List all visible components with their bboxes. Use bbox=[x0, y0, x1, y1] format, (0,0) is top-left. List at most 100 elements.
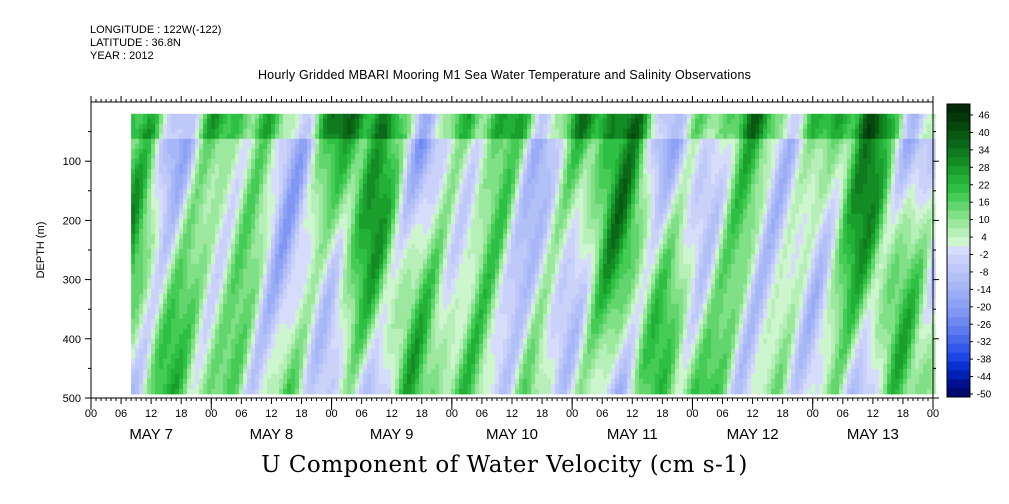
heatmap-cell bbox=[463, 228, 468, 235]
heatmap-cell bbox=[391, 288, 396, 295]
heatmap-cell bbox=[303, 183, 308, 190]
heatmap-cell bbox=[379, 148, 384, 155]
heatmap-cell bbox=[351, 283, 356, 290]
heatmap-cell bbox=[267, 123, 272, 130]
heatmap-cell bbox=[439, 208, 444, 215]
heatmap-cell bbox=[367, 308, 372, 315]
heatmap-cell bbox=[255, 203, 260, 210]
heatmap-cell bbox=[371, 383, 376, 390]
heatmap-cell bbox=[255, 313, 260, 320]
heatmap-cell bbox=[259, 113, 264, 120]
heatmap-cell bbox=[135, 328, 140, 335]
heatmap-cell bbox=[163, 368, 168, 375]
heatmap-cell bbox=[167, 248, 172, 255]
heatmap-cell bbox=[347, 278, 352, 285]
heatmap-cell bbox=[279, 248, 284, 255]
heatmap-cell bbox=[259, 168, 264, 175]
heatmap-cell bbox=[155, 243, 160, 250]
heatmap-cell bbox=[219, 303, 224, 310]
heatmap-cell bbox=[443, 128, 448, 135]
heatmap-cell bbox=[175, 313, 180, 320]
heatmap-cell bbox=[231, 293, 236, 300]
heatmap-cell bbox=[175, 133, 180, 140]
heatmap-cell bbox=[131, 273, 136, 280]
heatmap-cell bbox=[427, 273, 432, 280]
heatmap-cell bbox=[375, 173, 380, 180]
heatmap-cell bbox=[191, 238, 196, 245]
heatmap-cell bbox=[271, 368, 276, 375]
heatmap-cell bbox=[283, 128, 288, 135]
heatmap-cell bbox=[375, 373, 380, 380]
heatmap-cell bbox=[419, 383, 424, 390]
heatmap-cell bbox=[215, 133, 220, 140]
heatmap-cell bbox=[399, 353, 404, 360]
heatmap-cell bbox=[355, 178, 360, 185]
heatmap-cell bbox=[439, 373, 444, 380]
heatmap-cell bbox=[199, 218, 204, 225]
heatmap-cell bbox=[211, 183, 216, 190]
heatmap-cell bbox=[391, 258, 396, 265]
heatmap-cell bbox=[143, 263, 148, 270]
heatmap-cell bbox=[163, 353, 168, 360]
heatmap-cell bbox=[371, 168, 376, 175]
heatmap-cell bbox=[327, 308, 332, 315]
heatmap-cell bbox=[131, 113, 136, 120]
heatmap-cell bbox=[175, 208, 180, 215]
heatmap-cell bbox=[379, 383, 384, 390]
heatmap-cell bbox=[339, 113, 344, 120]
heatmap-cell bbox=[227, 228, 232, 235]
heatmap-cell bbox=[159, 258, 164, 265]
heatmap-cell bbox=[387, 333, 392, 340]
heatmap-cell bbox=[431, 223, 436, 230]
heatmap-cell bbox=[463, 338, 468, 345]
heatmap-cell bbox=[463, 123, 468, 130]
heatmap-cell bbox=[191, 363, 196, 370]
heatmap-cell bbox=[447, 233, 452, 240]
heatmap-cell bbox=[295, 383, 300, 390]
heatmap-cell bbox=[451, 313, 456, 320]
heatmap-cell bbox=[227, 303, 232, 310]
heatmap-cell bbox=[431, 303, 436, 310]
heatmap-cell bbox=[307, 198, 312, 205]
heatmap-cell bbox=[443, 293, 448, 300]
heatmap-cell bbox=[183, 133, 188, 140]
heatmap-cell bbox=[163, 158, 168, 165]
heatmap-cell bbox=[231, 388, 236, 395]
heatmap-cell bbox=[191, 293, 196, 300]
heatmap-cell bbox=[167, 113, 172, 120]
heatmap-cell bbox=[375, 368, 380, 375]
heatmap-cell bbox=[159, 303, 164, 310]
heatmap-cell bbox=[327, 138, 332, 145]
heatmap-cell bbox=[395, 168, 400, 175]
heatmap-cell bbox=[467, 188, 472, 195]
heatmap-cell bbox=[155, 248, 160, 255]
heatmap-cell bbox=[363, 153, 368, 160]
heatmap-cell bbox=[279, 233, 284, 240]
heatmap-cell bbox=[135, 323, 140, 330]
heatmap-cell bbox=[187, 148, 192, 155]
heatmap-cell bbox=[343, 208, 348, 215]
heatmap-cell bbox=[419, 123, 424, 130]
heatmap-cell bbox=[315, 228, 320, 235]
heatmap-cell bbox=[167, 123, 172, 130]
heatmap-cell bbox=[447, 163, 452, 170]
heatmap-cell bbox=[215, 128, 220, 135]
heatmap-cell bbox=[447, 243, 452, 250]
heatmap-cell bbox=[463, 168, 468, 175]
heatmap-cell bbox=[435, 333, 440, 340]
heatmap-cell bbox=[367, 368, 372, 375]
heatmap-cell bbox=[167, 168, 172, 175]
heatmap-cell bbox=[191, 373, 196, 380]
heatmap-cell bbox=[243, 313, 248, 320]
heatmap-cell bbox=[299, 343, 304, 350]
heatmap-cell bbox=[423, 243, 428, 250]
heatmap-cell bbox=[171, 153, 176, 160]
heatmap-cell bbox=[299, 363, 304, 370]
heatmap-cell bbox=[171, 133, 176, 140]
heatmap-cell bbox=[395, 163, 400, 170]
heatmap-cells bbox=[131, 113, 936, 395]
heatmap-cell bbox=[275, 228, 280, 235]
heatmap-cell bbox=[375, 123, 380, 130]
heatmap-cell bbox=[199, 233, 204, 240]
heatmap-cell bbox=[187, 153, 192, 160]
